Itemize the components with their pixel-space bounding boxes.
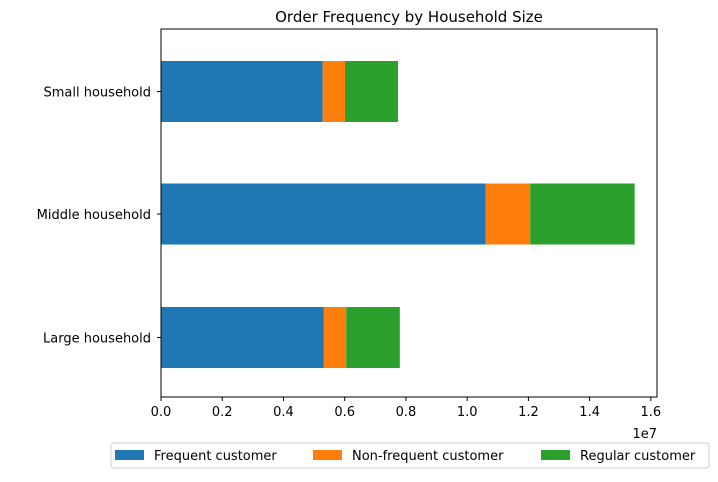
y-axis: Small household Middle household Large hou… bbox=[37, 86, 161, 347]
x-tick-label: 0.4 bbox=[273, 405, 294, 420]
x-tick-label: 1.4 bbox=[579, 405, 600, 420]
legend-label: Non-frequent customer bbox=[352, 449, 504, 464]
legend-swatch bbox=[313, 450, 342, 460]
legend-label: Regular customer bbox=[580, 449, 696, 464]
x-tick-label: 1.6 bbox=[641, 405, 662, 420]
legend: Frequent customer Non-frequent customer Re… bbox=[110, 442, 710, 469]
x-tick-label: 0.6 bbox=[334, 405, 355, 420]
legend-swatch bbox=[541, 450, 570, 460]
x-tick-label: 1.0 bbox=[457, 405, 478, 420]
y-tick-label: Small household bbox=[44, 86, 152, 101]
legend-items: Frequent customer Non-frequent customer Re… bbox=[115, 449, 696, 464]
bar-large-household-non-frequent-customer bbox=[323, 307, 347, 368]
bar-large-household-regular-customer bbox=[346, 307, 400, 368]
legend-swatch bbox=[115, 450, 144, 460]
legend-frame bbox=[110, 442, 710, 469]
plot-frame bbox=[160, 28, 658, 398]
x-tick-label: 0.8 bbox=[396, 405, 417, 420]
bar-small-household-non-frequent-customer bbox=[322, 61, 346, 122]
bars-layer bbox=[161, 61, 635, 368]
x-tick-label: 0.2 bbox=[212, 405, 233, 420]
x-axis: 0.0 0.2 0.4 0.6 0.8 1.0 1.2 1.4 1.6 bbox=[151, 397, 662, 420]
bar-small-household-regular-customer bbox=[345, 61, 398, 122]
x-tick-label: 0.0 bbox=[151, 405, 172, 420]
y-tick-label: Middle household bbox=[37, 208, 151, 223]
x-tick-label: 1.2 bbox=[518, 405, 539, 420]
bar-middle-household-non-frequent-customer bbox=[485, 183, 531, 245]
chart-title: Order Frequency by Household Size bbox=[275, 8, 543, 26]
y-tick-label: Large household bbox=[43, 332, 151, 347]
bar-small-household-frequent-customer bbox=[161, 61, 323, 122]
bar-middle-household-regular-customer bbox=[530, 183, 635, 245]
bar-large-household-frequent-customer bbox=[161, 307, 324, 368]
x-axis-offset-label: 1e7 bbox=[632, 427, 657, 442]
bar-middle-household-frequent-customer bbox=[161, 183, 486, 245]
legend-label: Frequent customer bbox=[154, 449, 277, 464]
